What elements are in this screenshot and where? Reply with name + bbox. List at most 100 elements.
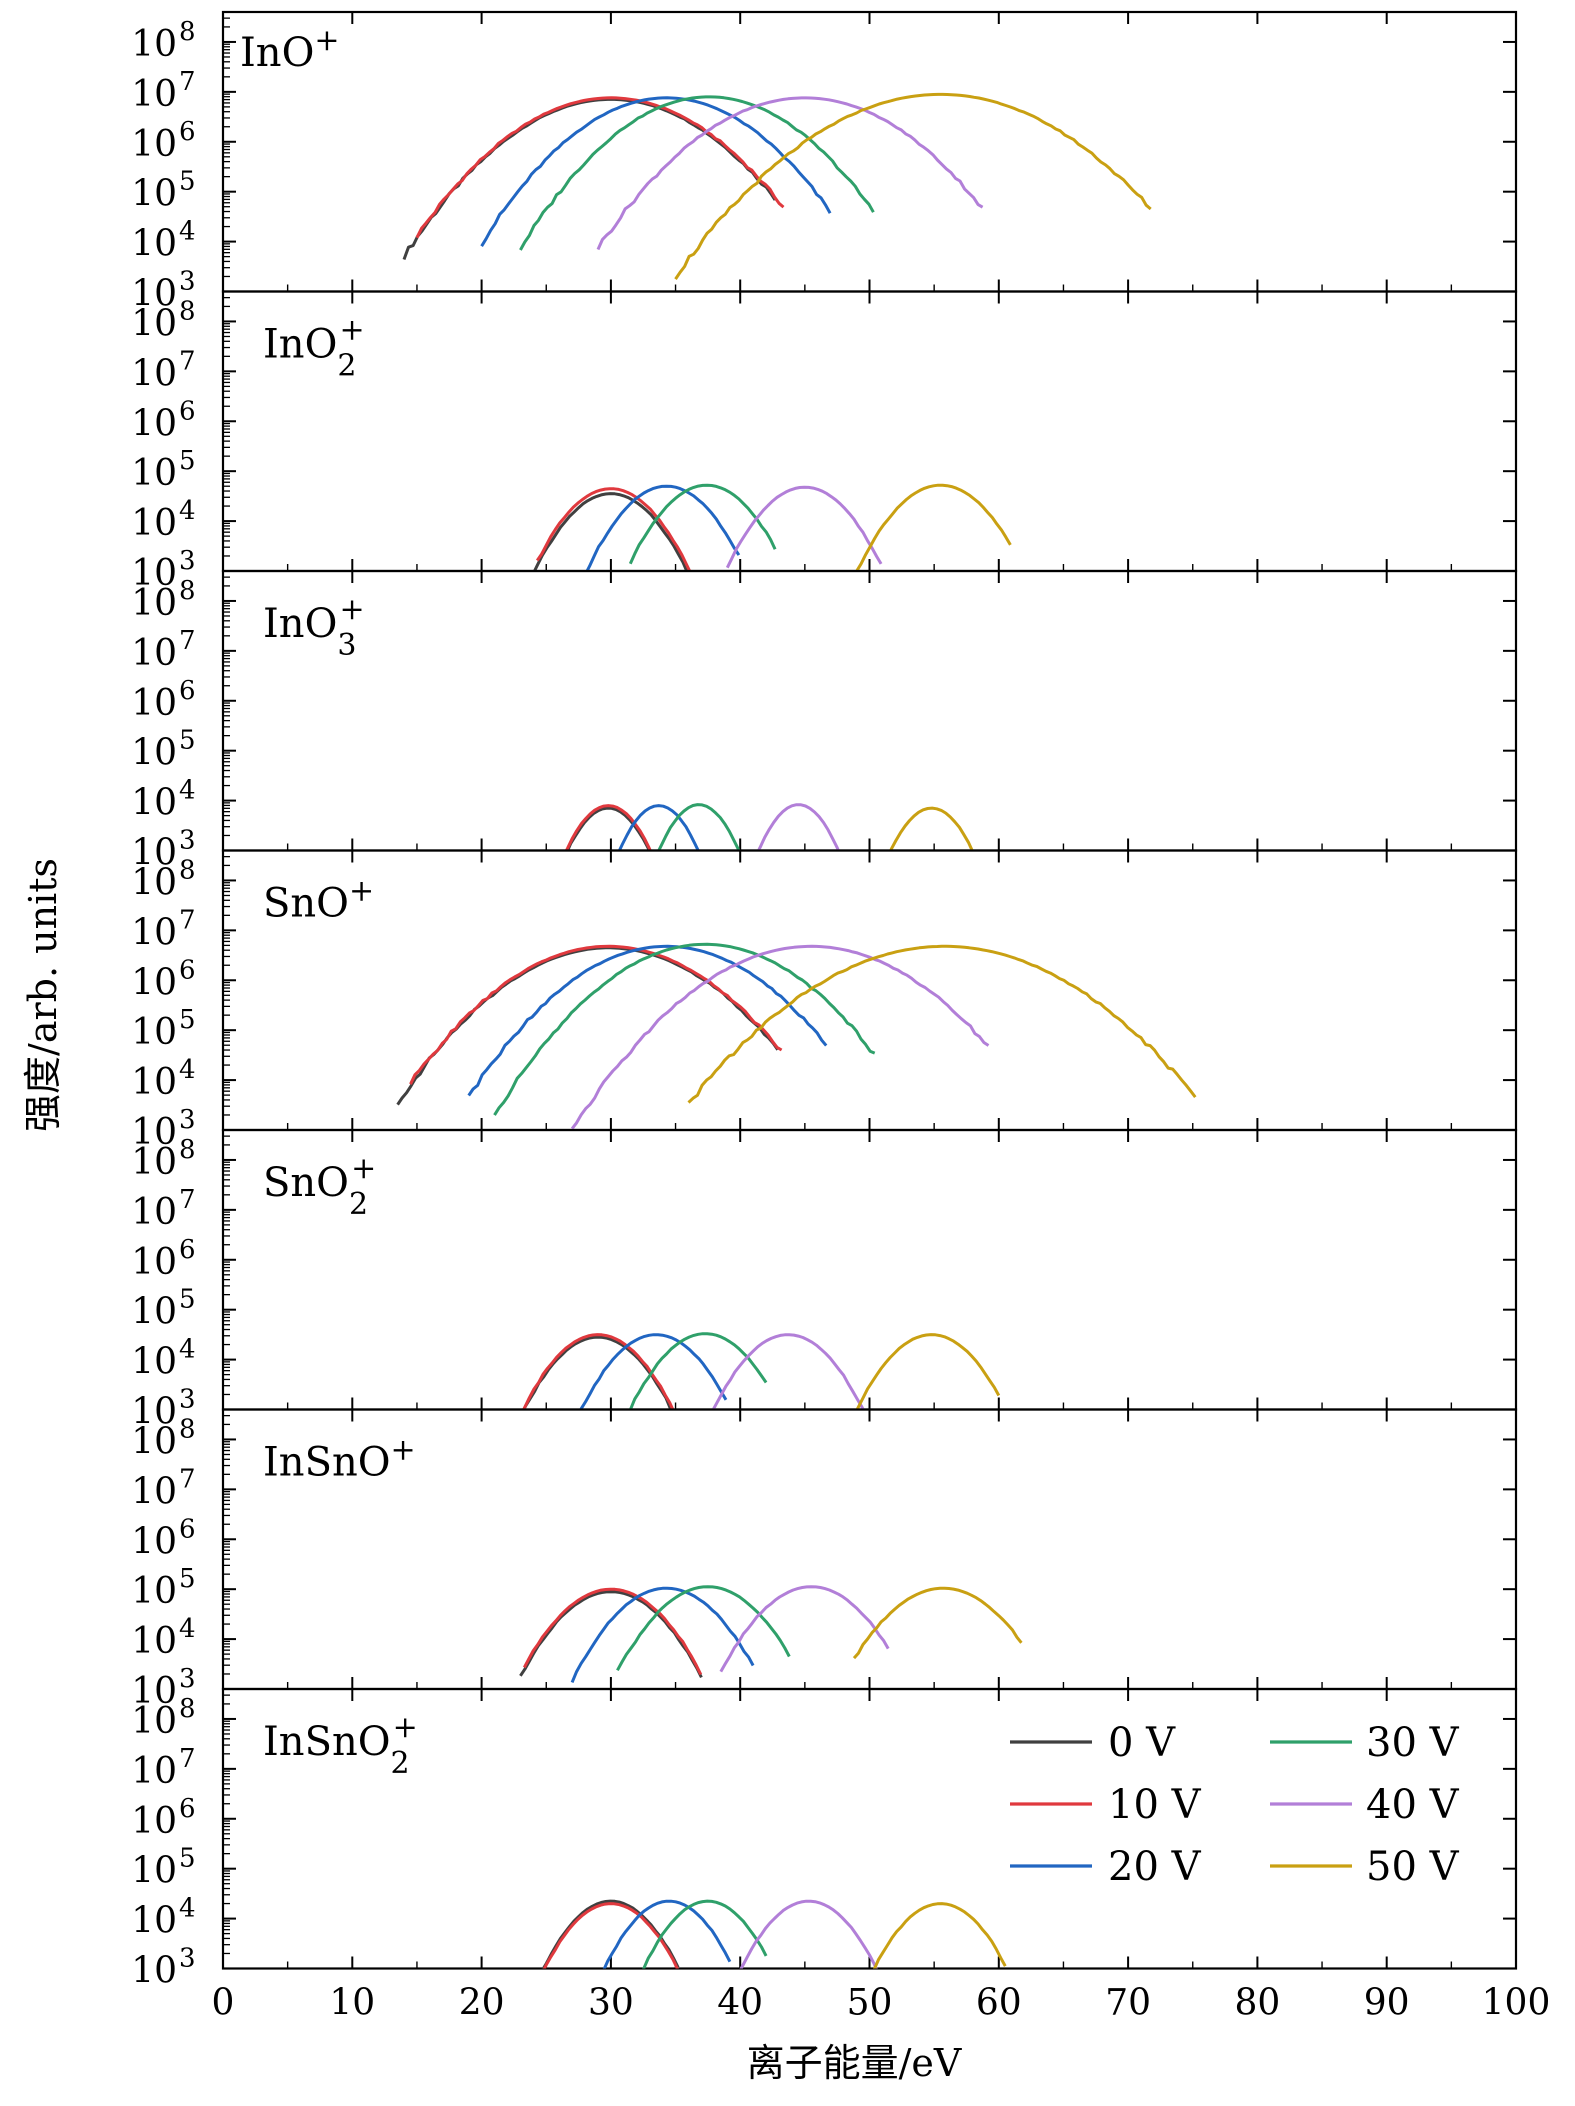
panel-label-base: InO [240, 30, 314, 76]
series-line-40v [739, 1899, 878, 1969]
y-tick-label: 10 [131, 1951, 177, 1992]
y-tick-exponent: 4 [179, 496, 196, 526]
y-tick-label: 10 [131, 1292, 177, 1333]
x-tick-label: 30 [588, 1983, 634, 2024]
y-tick-label: 10 [131, 733, 177, 774]
y-tick-exponent: 8 [179, 17, 196, 47]
y-tick-exponent: 5 [179, 1844, 196, 1874]
y-tick-label: 10 [131, 24, 177, 65]
x-axis: 0 10 20 30 40 50 60 70 80 90 100 [212, 1983, 1551, 2024]
series-line-40v [596, 96, 984, 251]
y-tick-label: 10 [131, 353, 177, 394]
y-tick-label: 10 [131, 503, 177, 544]
y-tick-exponent: 6 [179, 396, 196, 426]
series-line-40v [570, 944, 990, 1130]
series-line-20v [480, 96, 832, 247]
series-line-0v [532, 492, 689, 571]
panel-label: InO2+ [263, 313, 365, 384]
y-tick-label: 10 [131, 583, 177, 624]
y-tick-label: 10 [131, 912, 177, 953]
x-tick-label: 0 [212, 1983, 235, 2024]
y-tick-label: 10 [131, 74, 177, 115]
y-tick-exponent: 8 [179, 1414, 196, 1444]
x-tick-label: 50 [847, 1983, 893, 2024]
x-axis-title: 离子能量/eV [747, 2041, 962, 2085]
series-line-10v [535, 487, 692, 571]
panel-frame [221, 569, 1518, 852]
panel-label-sup: + [339, 592, 364, 627]
y-tick-exponent: 5 [179, 167, 196, 197]
y-tick-label: 10 [131, 303, 177, 344]
y-tick-exponent: 5 [179, 1005, 196, 1035]
y-tick-exponent: 6 [179, 1235, 196, 1265]
series-line-30v [628, 483, 777, 565]
y-tick-exponent: 4 [179, 776, 196, 806]
x-tick-label: 60 [976, 1983, 1022, 2024]
y-tick-exponent: 5 [179, 1285, 196, 1315]
series-line-50v [855, 1333, 1001, 1410]
series-group [396, 942, 1197, 1130]
y-axis-title: 强度/arb. units [21, 858, 65, 1132]
y-tick-exponent: 4 [179, 1335, 196, 1365]
y-tick-label: 10 [131, 1142, 177, 1183]
y-tick-exponent: 4 [179, 1055, 196, 1085]
y-tick-label: 10 [131, 224, 177, 265]
panel-frame [221, 10, 1518, 293]
series-line-50v [674, 92, 1152, 280]
y-tick-exponent: 7 [179, 1744, 196, 1774]
y-tick-label: 10 [131, 1901, 177, 1942]
y-tick-label: 10 [131, 1471, 177, 1512]
y-tick-exponent: 5 [179, 1564, 196, 1594]
series-line-20v [617, 804, 700, 851]
series-line-10v [542, 1902, 679, 1969]
legend-label: 0 V [1108, 1720, 1176, 1766]
panel-frame [221, 849, 1518, 1132]
y-tick-label: 10 [131, 833, 177, 874]
series-group [519, 1585, 1023, 1683]
legend-label: 10 V [1108, 1782, 1202, 1828]
series-line-30v [628, 1332, 768, 1410]
y-tick-exponent: 7 [179, 626, 196, 656]
y-tick-label: 10 [131, 1012, 177, 1053]
y-tick-exponent: 6 [179, 676, 196, 706]
panel-label-sup: + [314, 23, 339, 58]
x-tick-label: 90 [1364, 1983, 1410, 2024]
legend-label: 50 V [1366, 1844, 1460, 1890]
y-tick-label: 10 [131, 1571, 177, 1612]
series-line-50v [888, 806, 974, 851]
series-line-10v [522, 1587, 703, 1676]
y-tick-exponent: 3 [179, 546, 196, 576]
y-tick-exponent: 7 [179, 1185, 196, 1215]
y-tick-label: 10 [131, 274, 177, 315]
x-tick-label: 70 [1105, 1983, 1151, 2024]
y-tick-label: 10 [131, 1621, 177, 1662]
series-line-30v [519, 95, 875, 251]
panel-label-base: InSnO [263, 1440, 391, 1486]
y-tick-exponent: 3 [179, 1105, 196, 1135]
y-tick-label: 10 [131, 862, 177, 903]
x-tick-label: 20 [459, 1983, 505, 2024]
y-tick-label: 10 [131, 783, 177, 824]
x-tick-label: 10 [329, 1983, 375, 2024]
y-tick-exponent: 3 [179, 1664, 196, 1694]
y-tick-label: 10 [131, 1242, 177, 1283]
y-tick-exponent: 5 [179, 726, 196, 756]
series-line-20v [467, 944, 828, 1097]
series-line-40v [756, 803, 840, 851]
series-line-50v [687, 944, 1197, 1104]
panel-label-sub: 2 [391, 1746, 410, 1781]
panel-label: InSnO+ [263, 1433, 416, 1486]
y-tick-exponent: 4 [179, 1894, 196, 1924]
y-tick-exponent: 8 [179, 296, 196, 326]
series-line-30v [657, 803, 741, 851]
y-tick-label: 10 [131, 1342, 177, 1383]
legend: 0 V 10 V 20 V 30 V 40 V 50 V [1010, 1720, 1460, 1890]
panel-label-sub: 3 [337, 628, 356, 663]
panel-label: InO3+ [263, 592, 365, 663]
series-line-50v [872, 1902, 1007, 1969]
